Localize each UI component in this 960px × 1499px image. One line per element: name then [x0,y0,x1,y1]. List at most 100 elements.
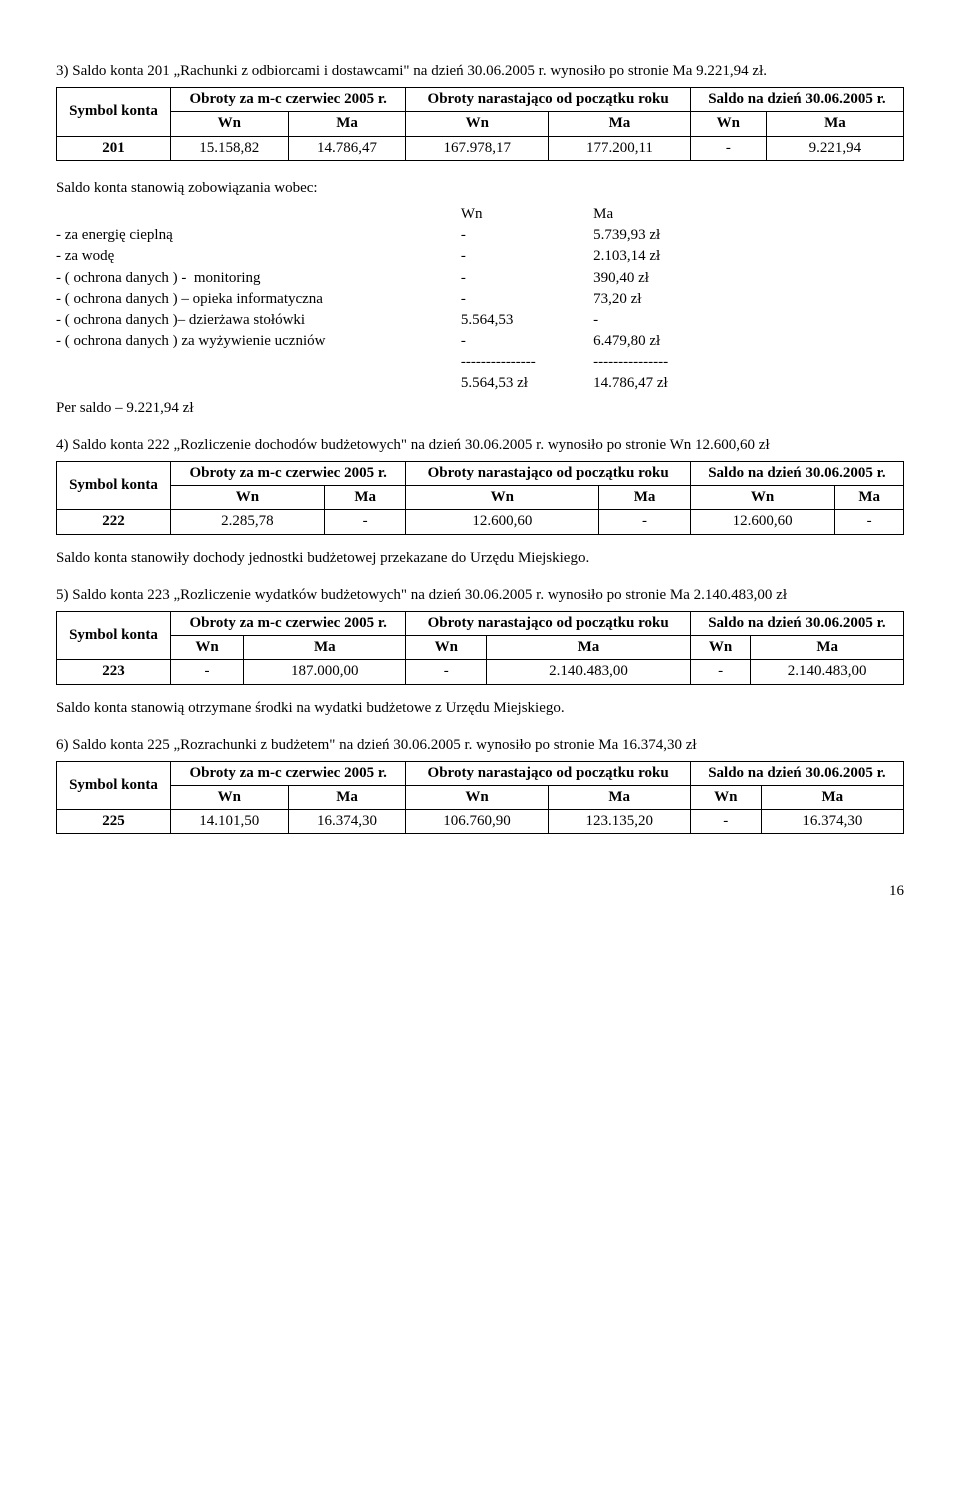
per-saldo: Per saldo – 9.221,94 zł [56,399,904,418]
th-ma: Ma [835,486,904,510]
td-sym: 225 [57,810,171,834]
bd-wn: - [453,331,585,352]
th-obn: Obroty narastająco od początku roku [406,611,690,635]
bd-label [56,373,453,394]
bd-label [56,352,453,373]
td: 106.760,90 [406,810,548,834]
bd-label: - za energię cieplną [56,225,453,246]
bd-ma: 6.479,80 zł [585,331,717,352]
page-number: 16 [56,882,904,901]
td: - [599,510,691,534]
section4-after: Saldo konta stanowiły dochody jednostki … [56,549,904,568]
th-symbol: Symbol konta [57,462,171,510]
bd-h-ma: Ma [585,204,717,225]
th-obm: Obroty za m-c czerwiec 2005 r. [170,611,406,635]
th-ma: Ma [288,112,406,136]
td: 12.600,60 [406,510,599,534]
bd-ma: 14.786,47 zł [585,373,717,394]
bd-ma: 5.739,93 zł [585,225,717,246]
td: 9.221,94 [766,136,903,160]
td: 12.600,60 [690,510,834,534]
bd-wn: - [453,268,585,289]
td-sym: 222 [57,510,171,534]
section5-after: Saldo konta stanowią otrzymane środki na… [56,699,904,718]
td: - [324,510,406,534]
section6-heading: 6) Saldo konta 225 „Rozrachunki z budżet… [56,736,904,755]
td: 177.200,11 [549,136,691,160]
section3-heading: 3) Saldo konta 201 „Rachunki z odbiorcam… [56,62,904,81]
th-ma: Ma [766,112,903,136]
th-obn: Obroty narastająco od początku roku [406,761,690,785]
th-wn: Wn [170,112,288,136]
th-obn: Obroty narastająco od początku roku [406,88,690,112]
th-ma: Ma [751,636,904,660]
th-sal: Saldo na dzień 30.06.2005 r. [690,611,903,635]
th-wn: Wn [406,786,548,810]
th-sal: Saldo na dzień 30.06.2005 r. [690,462,903,486]
td: - [406,660,487,684]
bd-label: - ( ochrona danych ) za wyżywienie uczni… [56,331,453,352]
bd-wn: --------------- [453,352,585,373]
table-223: Symbol konta Obroty za m-c czerwiec 2005… [56,611,904,685]
td: - [690,660,750,684]
bd-wn: - [453,289,585,310]
td: - [690,810,761,834]
td: 14.101,50 [170,810,288,834]
th-wn: Wn [170,636,243,660]
th-wn: Wn [690,112,766,136]
breakdown-title: Saldo konta stanowią zobowiązania wobec: [56,179,904,198]
th-ma: Ma [548,786,690,810]
td: 14.786,47 [288,136,406,160]
table-222: Symbol konta Obroty za m-c czerwiec 2005… [56,461,904,535]
bd-wn: 5.564,53 [453,310,585,331]
th-ma: Ma [487,636,691,660]
breakdown-list: Wn Ma - za energię cieplną-5.739,93 zł -… [56,204,717,395]
td-sym: 223 [57,660,171,684]
section5-heading: 5) Saldo konta 223 „Rozliczenie wydatków… [56,586,904,605]
th-ma: Ma [599,486,691,510]
bd-wn: 5.564,53 zł [453,373,585,394]
th-ma: Ma [288,786,406,810]
th-sal: Saldo na dzień 30.06.2005 r. [690,761,903,785]
th-wn: Wn [690,636,750,660]
th-ma: Ma [324,486,406,510]
td: 123.135,20 [548,810,690,834]
td: 15.158,82 [170,136,288,160]
th-obm: Obroty za m-c czerwiec 2005 r. [170,761,406,785]
th-wn: Wn [170,786,288,810]
table-225: Symbol konta Obroty za m-c czerwiec 2005… [56,761,904,835]
th-wn: Wn [406,486,599,510]
bd-empty [56,204,453,225]
th-wn: Wn [406,112,549,136]
td: - [690,136,766,160]
bd-ma: 2.103,14 zł [585,246,717,267]
td: 2.285,78 [170,510,324,534]
bd-label: - ( ochrona danych ) - monitoring [56,268,453,289]
th-obm: Obroty za m-c czerwiec 2005 r. [170,88,406,112]
bd-ma: - [585,310,717,331]
th-obn: Obroty narastająco od początku roku [406,462,690,486]
th-symbol: Symbol konta [57,88,171,136]
th-wn: Wn [690,486,834,510]
th-wn: Wn [690,786,761,810]
bd-ma: 73,20 zł [585,289,717,310]
td: 187.000,00 [244,660,406,684]
th-symbol: Symbol konta [57,761,171,809]
td: 2.140.483,00 [487,660,691,684]
bd-ma: 390,40 zł [585,268,717,289]
th-obm: Obroty za m-c czerwiec 2005 r. [170,462,406,486]
th-symbol: Symbol konta [57,611,171,659]
th-wn: Wn [170,486,324,510]
bd-label: - ( ochrona danych ) – opieka informatyc… [56,289,453,310]
td: 167.978,17 [406,136,549,160]
th-ma: Ma [549,112,691,136]
td: 16.374,30 [761,810,903,834]
td-sym: 201 [57,136,171,160]
td: 2.140.483,00 [751,660,904,684]
th-wn: Wn [406,636,487,660]
bd-label: - ( ochrona danych )– dzierżawa stołówki [56,310,453,331]
td: 16.374,30 [288,810,406,834]
th-sal: Saldo na dzień 30.06.2005 r. [690,88,903,112]
th-ma: Ma [761,786,903,810]
td: - [835,510,904,534]
